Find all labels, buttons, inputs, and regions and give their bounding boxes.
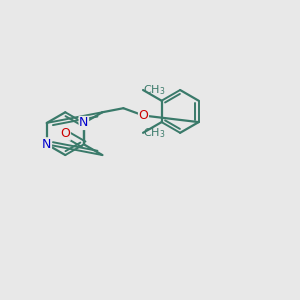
Text: CH$_3$: CH$_3$ (143, 83, 166, 97)
Text: CH$_3$: CH$_3$ (143, 126, 166, 140)
Text: O: O (139, 109, 148, 122)
Text: N: N (42, 138, 51, 151)
Text: N: N (79, 116, 88, 130)
Text: O: O (60, 127, 70, 140)
